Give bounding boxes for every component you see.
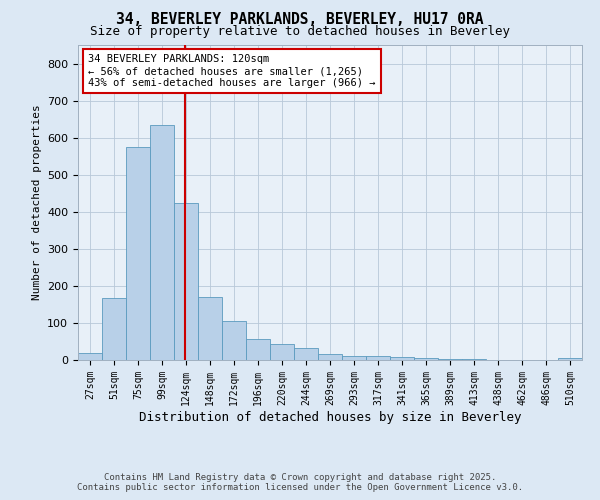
Bar bbox=[78, 352, 102, 360]
Bar bbox=[390, 357, 414, 360]
Bar bbox=[558, 358, 582, 360]
Bar bbox=[198, 297, 222, 360]
Y-axis label: Number of detached properties: Number of detached properties bbox=[32, 104, 41, 300]
Bar bbox=[366, 356, 390, 360]
Bar bbox=[102, 298, 126, 360]
Text: Contains HM Land Registry data © Crown copyright and database right 2025.: Contains HM Land Registry data © Crown c… bbox=[104, 472, 496, 482]
Bar bbox=[246, 339, 270, 360]
Text: 34 BEVERLEY PARKLANDS: 120sqm
← 56% of detached houses are smaller (1,265)
43% o: 34 BEVERLEY PARKLANDS: 120sqm ← 56% of d… bbox=[88, 54, 376, 88]
Bar bbox=[126, 147, 150, 360]
Text: 34, BEVERLEY PARKLANDS, BEVERLEY, HU17 0RA: 34, BEVERLEY PARKLANDS, BEVERLEY, HU17 0… bbox=[116, 12, 484, 28]
Bar bbox=[414, 358, 438, 360]
Bar bbox=[174, 202, 198, 360]
Text: Contains public sector information licensed under the Open Government Licence v3: Contains public sector information licen… bbox=[77, 484, 523, 492]
Bar bbox=[318, 354, 342, 360]
Bar bbox=[150, 124, 174, 360]
Bar bbox=[270, 344, 294, 360]
Bar bbox=[294, 348, 318, 360]
Text: Size of property relative to detached houses in Beverley: Size of property relative to detached ho… bbox=[90, 25, 510, 38]
Bar bbox=[222, 321, 246, 360]
Bar bbox=[342, 356, 366, 360]
Bar bbox=[438, 358, 462, 360]
X-axis label: Distribution of detached houses by size in Beverley: Distribution of detached houses by size … bbox=[139, 410, 521, 424]
